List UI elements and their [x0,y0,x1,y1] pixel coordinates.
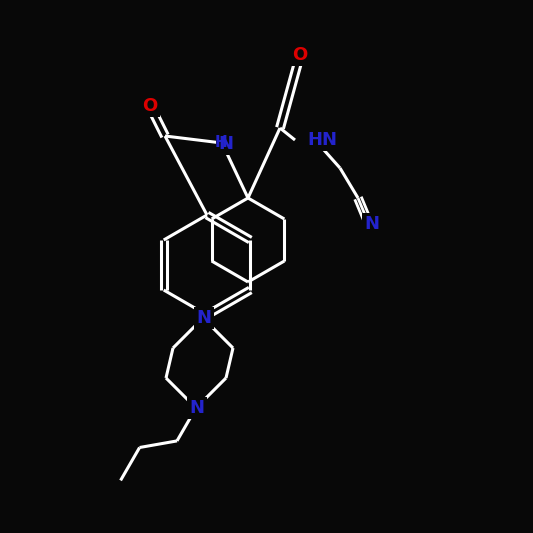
Text: N: N [197,309,212,327]
Text: N: N [365,215,379,233]
Text: N: N [190,399,205,417]
Text: N: N [219,135,233,153]
Text: HN: HN [307,131,337,149]
Text: N: N [197,309,212,327]
Text: H: H [215,135,228,150]
Text: O: O [293,46,308,64]
Text: O: O [142,97,158,115]
